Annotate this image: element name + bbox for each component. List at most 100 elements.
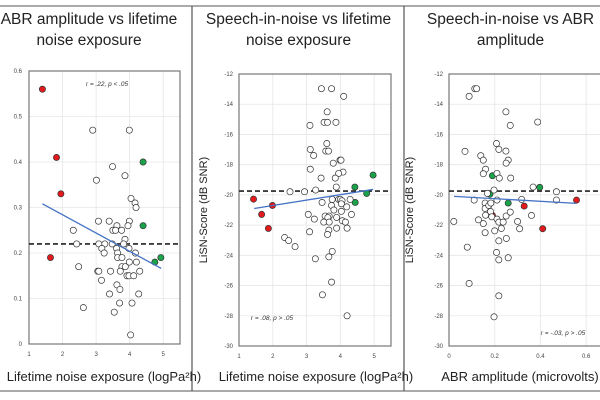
plot-area <box>448 73 600 347</box>
x-tick-label: 1 <box>27 352 31 358</box>
data-point-open <box>502 212 510 220</box>
data-point-red <box>539 225 547 233</box>
y-tick-label: -24 <box>434 253 443 259</box>
data-point-open <box>481 229 489 237</box>
data-point-open <box>310 215 318 223</box>
title-line: noise exposure <box>245 32 352 49</box>
data-point-open <box>337 207 345 215</box>
data-point-open <box>333 224 341 232</box>
y-tick-label: -22 <box>434 223 443 229</box>
data-point-green <box>351 183 359 191</box>
data-point-open <box>128 299 136 307</box>
data-point-open <box>534 118 542 126</box>
data-point-open <box>495 292 503 300</box>
y-tick-label: -18 <box>224 163 233 169</box>
data-point-open <box>343 203 351 211</box>
panel-1-title: ABR amplitude vs lifetime noise exposure <box>0 9 192 51</box>
y-tick-label: -24 <box>224 253 233 259</box>
data-point-red <box>520 202 528 210</box>
y-tick-label: 0 <box>19 342 23 348</box>
data-point-open <box>301 188 308 196</box>
data-point-open <box>461 147 469 155</box>
data-point-open <box>506 121 514 129</box>
x-tick-label: 4 <box>339 354 343 360</box>
data-point-green <box>536 183 544 191</box>
data-point-open <box>490 313 498 321</box>
data-point-open <box>330 206 338 214</box>
x-tick-label: 3 <box>305 354 309 360</box>
chart-panel-3: -30 -28 -26 -24 -22 -20 -18 -16 -14 -12 0 0.2 0.4 0.6… <box>404 72 600 384</box>
data-point-open <box>135 290 143 298</box>
data-point-open <box>311 255 319 263</box>
data-point-open <box>529 183 537 191</box>
data-point-open <box>109 163 117 170</box>
data-point-open <box>328 278 336 286</box>
data-point-open <box>310 151 318 159</box>
x-axis-label: Lifetime noise exposure (logPa²h) <box>7 369 201 384</box>
y-tick-label: -22 <box>224 223 233 229</box>
data-point-open <box>337 200 345 208</box>
data-point-open <box>337 156 345 164</box>
x-tick-label: 3 <box>94 352 98 358</box>
data-point-open <box>487 199 495 207</box>
data-point-open <box>95 217 102 225</box>
data-point-open <box>100 249 108 257</box>
data-point-open <box>490 186 498 194</box>
data-point-open <box>495 174 503 182</box>
data-point-open <box>341 218 349 226</box>
data-point-open <box>73 240 81 248</box>
data-point-open <box>493 140 500 147</box>
x-axis-label: Lifetime noise exposure (logPa²h) <box>219 369 413 384</box>
data-point-open <box>479 220 487 228</box>
data-point-open <box>306 145 314 153</box>
data-point-open <box>325 253 333 261</box>
data-point-open <box>333 213 341 221</box>
trend-line <box>42 203 162 270</box>
data-point-open <box>323 140 331 147</box>
data-point-open <box>116 299 124 307</box>
title-line: Speech-in-noise vs ABR <box>426 11 595 28</box>
y-tick-label: -30 <box>434 344 443 350</box>
data-point-open <box>332 118 340 126</box>
data-point-open <box>127 194 135 202</box>
y-tick-label: 0.5 <box>14 115 23 121</box>
data-point-open <box>465 279 473 287</box>
data-point-open <box>306 228 314 236</box>
x-tick-label: 1 <box>237 354 241 360</box>
data-point-open <box>291 243 299 251</box>
y-tick-label: 0.4 <box>14 160 23 166</box>
y-tick-label: -12 <box>224 72 233 78</box>
data-point-open <box>331 174 339 182</box>
data-point-open <box>132 258 140 266</box>
data-point-red <box>258 210 266 218</box>
trend-line <box>453 195 577 205</box>
y-tick-label: -18 <box>434 163 443 169</box>
y-tick-label: -26 <box>434 284 443 290</box>
data-point-open <box>127 331 135 339</box>
y-tick-label: -12 <box>434 72 443 78</box>
data-point-open <box>348 210 355 218</box>
data-point-open <box>346 195 354 203</box>
data-point-open <box>495 145 503 153</box>
data-point-open <box>124 222 132 230</box>
data-point-open <box>332 183 340 191</box>
data-point-open <box>495 256 503 264</box>
data-point-open <box>504 254 512 262</box>
data-point-open <box>306 121 314 129</box>
data-point-open <box>69 226 77 234</box>
data-point-open <box>136 267 144 275</box>
data-point-open <box>121 263 129 271</box>
data-point-red <box>38 85 46 93</box>
data-point-open <box>130 272 138 280</box>
data-point-open <box>110 308 118 316</box>
y-tick-label: -30 <box>224 344 233 350</box>
x-tick-label: 2 <box>271 354 275 360</box>
title-line: Speech-in-noise vs lifetime <box>205 11 392 28</box>
x-tick-label: 0.6 <box>582 354 591 360</box>
data-point-green <box>504 199 512 207</box>
data-point-open <box>482 211 490 219</box>
correlation-annotation: r = .22, p < .05 <box>86 81 129 88</box>
data-point-open <box>118 254 126 261</box>
data-point-open <box>497 224 505 232</box>
data-point-open <box>318 291 326 299</box>
